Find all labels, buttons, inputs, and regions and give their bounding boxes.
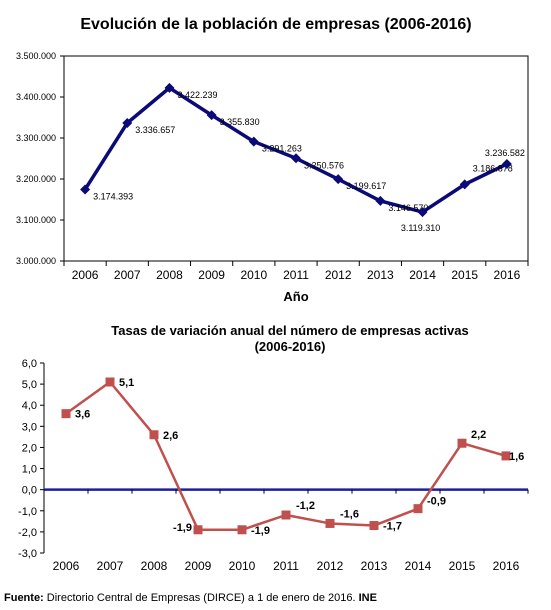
chart2-ytick-label: 2,0 <box>22 442 37 454</box>
chart1-point <box>122 117 133 128</box>
chart2-data-label: -1,9 <box>251 525 270 537</box>
chart2-point <box>325 518 335 528</box>
chart1-point <box>248 136 259 147</box>
chart2-point <box>369 521 379 531</box>
chart2-xtick-label: 2012 <box>317 559 344 573</box>
chart1-xtick-label: 2015 <box>451 268 478 282</box>
chart2-data-label: -1,7 <box>383 521 402 533</box>
chart2-subtitle: (2006-2016) <box>255 339 326 354</box>
chart1-point <box>80 184 91 195</box>
chart2-point <box>457 438 467 448</box>
chart1-xtick-label: 2012 <box>325 268 352 282</box>
chart2-xtick-label: 2011 <box>273 559 299 573</box>
chart1-title: Evolución de la población de empresas (2… <box>80 16 471 33</box>
chart1-data-label: 3.199.617 <box>346 181 386 191</box>
chart1-data-label: 3.174.393 <box>93 191 133 201</box>
chart2-xtick-label: 2010 <box>229 559 256 573</box>
chart2-data-label: 5,1 <box>119 377 134 389</box>
chart2-ytick-label: -3,0 <box>18 548 37 560</box>
chart1-data-label: 3.250.576 <box>304 160 344 170</box>
chart2-ytick-label: 3,0 <box>22 421 37 433</box>
chart2-title: Tasas de variación anual del número de e… <box>111 323 468 338</box>
chart2-point <box>281 510 291 520</box>
chart2-ytick-label: 1,0 <box>22 464 37 476</box>
chart1-data-label: 3.291.263 <box>262 144 302 154</box>
chart1-ytick-label: 3.300.000 <box>16 133 56 143</box>
chart2-xtick-label: 2009 <box>185 559 212 573</box>
chart1-point <box>459 179 470 190</box>
chart2-ytick-label: -2,0 <box>18 527 37 539</box>
chart2-xtick-label: 2015 <box>449 559 476 573</box>
chart2-data-label: -1,2 <box>296 500 315 512</box>
chart1-xtick-label: 2008 <box>156 268 183 282</box>
variation-rate-chart: Tasas de variación anual del número de e… <box>18 323 529 573</box>
chart1-point <box>164 82 175 93</box>
chart2-point <box>237 525 247 535</box>
chart2-data-label: -1,6 <box>340 508 359 520</box>
chart2-point <box>61 409 71 419</box>
chart2-ytick-label: -1,0 <box>18 506 37 518</box>
chart2-data-label: 3,6 <box>75 409 90 421</box>
chart1-point <box>291 153 301 164</box>
chart1-plot-area <box>63 55 529 262</box>
source-label: Fuente: <box>4 592 44 604</box>
chart1-xlabel: Año <box>283 289 308 304</box>
chart2-point <box>193 525 203 535</box>
chart1-data-label: 3.186.878 <box>473 163 513 173</box>
chart1-ytick-label: 3.400.000 <box>16 92 56 102</box>
chart2-data-label: -1,9 <box>173 522 192 534</box>
chart2-xtick-label: 2016 <box>493 559 520 573</box>
chart2-data-label: 2,2 <box>471 429 486 441</box>
chart2-data-label: 1,6 <box>509 451 524 463</box>
chart1-data-label: 3.422.239 <box>177 90 217 100</box>
chart2-xtick-label: 2008 <box>141 559 168 573</box>
chart1-data-label: 3.146.570 <box>388 203 428 213</box>
chart1-point <box>417 207 428 218</box>
chart1-data-label: 3.236.582 <box>485 148 525 158</box>
chart2-point <box>149 430 159 440</box>
chart2-ytick-label: 4,0 <box>22 400 37 412</box>
chart2-xtick-label: 2013 <box>361 559 388 573</box>
chart2-xtick-label: 2007 <box>97 559 124 573</box>
chart1-data-label: 3.119.310 <box>401 223 440 233</box>
chart1-xtick-label: 2014 <box>409 268 436 282</box>
chart2-data-label: 2,6 <box>163 430 178 442</box>
chart1-xtick-label: 2006 <box>72 268 99 282</box>
chart2-xtick-label: 2006 <box>53 559 80 573</box>
chart1-xtick-label: 2013 <box>367 268 394 282</box>
chart1-ytick-label: 3.100.000 <box>16 215 56 225</box>
chart2-xtick-label: 2014 <box>405 559 432 573</box>
chart1-xtick-label: 2016 <box>494 268 521 282</box>
chart2-point <box>105 377 115 387</box>
chart2-ytick-label: 6,0 <box>22 358 37 370</box>
chart1-xtick-label: 2007 <box>114 268 141 282</box>
chart1-point <box>375 195 386 206</box>
chart1-point <box>206 110 217 121</box>
chart2-ytick-label: 5,0 <box>22 379 37 391</box>
chart2-ytick-label: 0,0 <box>22 485 37 497</box>
source-note: Fuente: Directorio Central de Empresas (… <box>4 592 377 604</box>
population-chart: Evolución de la población de empresas (2… <box>16 16 529 304</box>
chart1-ytick-label: 3.500.000 <box>16 51 56 61</box>
chart1-xtick-label: 2011 <box>283 268 309 282</box>
chart1-xtick-label: 2009 <box>198 268 225 282</box>
chart1-point <box>501 159 512 170</box>
chart2-data-label: -0,9 <box>427 496 446 508</box>
chart1-point <box>333 174 344 185</box>
chart1-data-label: 3.336.657 <box>135 125 175 135</box>
source-text: Directorio Central de Empresas (DIRCE) a… <box>43 592 359 604</box>
chart2-point <box>501 451 511 461</box>
chart2-point <box>413 504 423 514</box>
chart1-ytick-label: 3.000.000 <box>16 256 56 266</box>
source-org: INE <box>358 592 377 604</box>
chart1-ytick-label: 3.200.000 <box>16 174 56 184</box>
chart1-data-label: 3.355.830 <box>220 117 260 127</box>
chart1-xtick-label: 2010 <box>240 268 267 282</box>
